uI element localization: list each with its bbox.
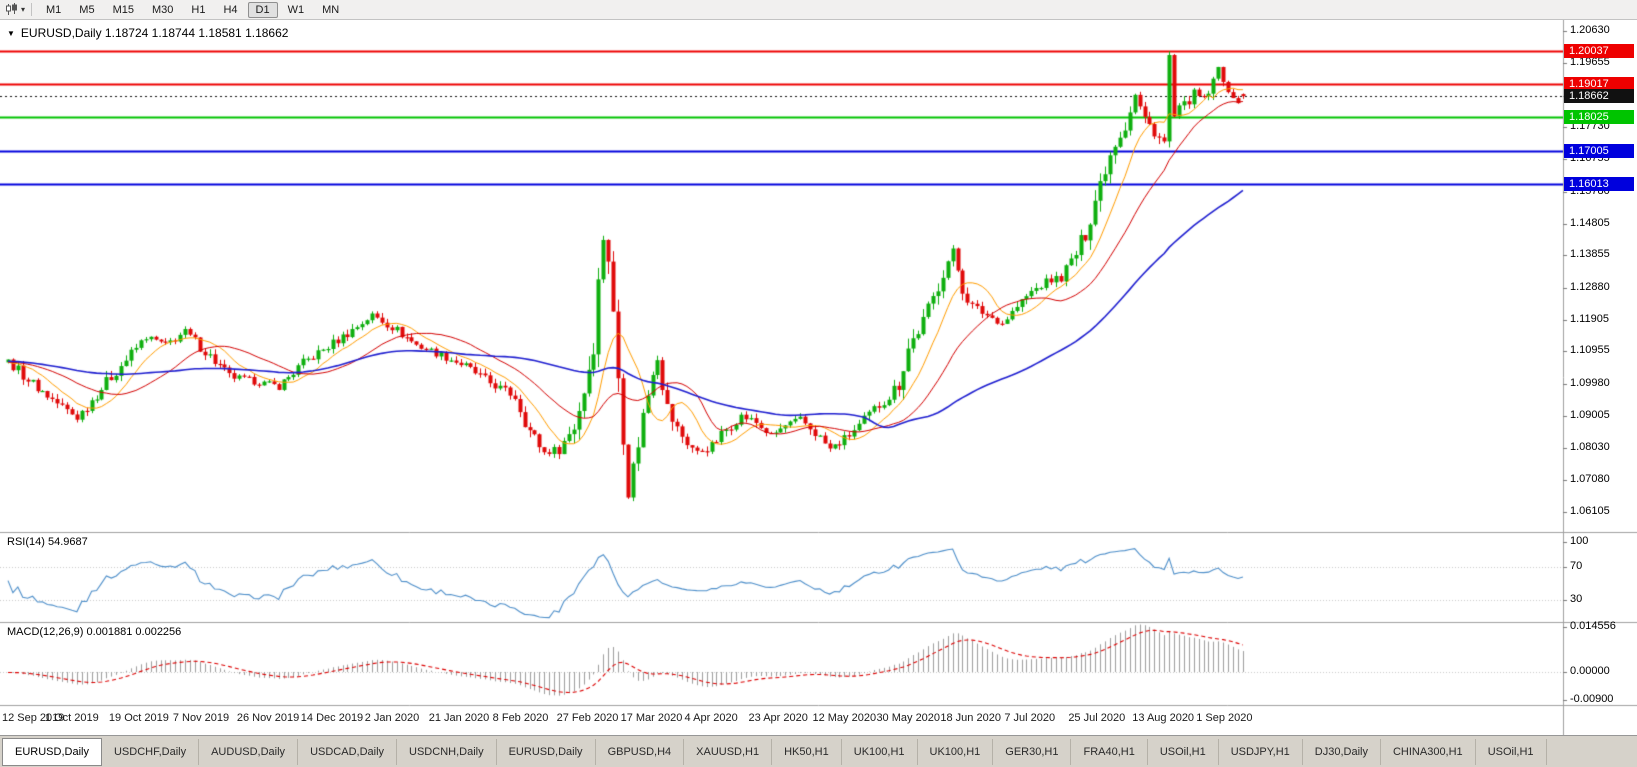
date-axis-label: 30 May 2020 — [876, 712, 941, 724]
chart-title: ▼ EURUSD,Daily 1.18724 1.18744 1.18581 1… — [7, 26, 288, 40]
date-axis-label: 25 Jul 2020 — [1068, 712, 1126, 724]
hline-price-label: 1.20037 — [1564, 43, 1634, 58]
hline-price-label: 1.16013 — [1564, 176, 1634, 191]
timeframe-toolbar: ▾ M1 M5 M15 M30 H1 H4 D1 W1 MN — [0, 0, 1637, 20]
chart-tab-usdcad-daily[interactable]: USDCAD,Daily — [298, 738, 398, 765]
chart-tab-usdjpy-h1[interactable]: USDJPY,H1 — [1219, 738, 1303, 765]
rsi-indicator-label: RSI(14) 54.9687 — [7, 536, 88, 548]
chart-tab-dj30-daily[interactable]: DJ30,Daily — [1303, 738, 1381, 765]
date-axis-label: 12 Sep 2019 — [2, 712, 65, 724]
timeframe-button-m15[interactable]: M15 — [112, 3, 134, 16]
date-axis-label: 12 May 2020 — [812, 712, 877, 724]
rsi-axis-tick: 100 — [1570, 535, 1589, 547]
price-axis-tick: 1.12880 — [1570, 280, 1610, 293]
date-axis-label: 2 Jan 2020 — [364, 712, 420, 724]
chart-canvas[interactable] — [0, 20, 1637, 735]
date-axis-label: 7 Nov 2019 — [172, 712, 230, 724]
price-axis-tick: 1.07080 — [1570, 472, 1610, 485]
price-axis-tick: 1.08030 — [1570, 441, 1610, 454]
price-axis-tick: 1.19655 — [1570, 56, 1610, 69]
chart-tab-usdchf-daily[interactable]: USDCHF,Daily — [102, 738, 200, 765]
chart-tab-usoil-h1[interactable]: USOil,H1 — [1148, 738, 1219, 765]
rsi-axis-tick: 30 — [1570, 593, 1583, 606]
price-axis-tick: 1.20630 — [1570, 23, 1610, 36]
macd-axis-tick: -0.00900 — [1570, 693, 1614, 706]
date-axis-label: 1 Sep 2020 — [1196, 712, 1253, 724]
chart-tab-bar: EURUSD,Daily USDCHF,Daily AUDUSD,Daily USDC… — [0, 735, 1637, 767]
chart-tab-eurusd-daily[interactable]: EURUSD,Daily — [497, 738, 596, 765]
timeframe-button-group: M1 M5 M15 M30 H1 H4 D1 W1 MN — [38, 1, 347, 18]
rsi-axis-tick: 70 — [1570, 559, 1583, 572]
timeframe-button-m5[interactable]: M5 — [79, 3, 95, 16]
candlestick-chart-icon[interactable] — [5, 3, 19, 16]
chart-tab-china300-h1[interactable]: CHINA300,H1 — [1381, 738, 1476, 765]
current-price-label: 1.18662 — [1564, 89, 1634, 104]
timeframe-button-h4[interactable]: H4 — [223, 3, 238, 16]
timeframe-button-d1[interactable]: D1 — [247, 1, 278, 18]
chart-tab-hk50-h1[interactable]: HK50,H1 — [772, 738, 842, 765]
chart-area: ▼ EURUSD,Daily 1.18724 1.18744 1.18581 1… — [0, 20, 1637, 735]
chart-title-text: EURUSD,Daily 1.18724 1.18744 1.18581 1.1… — [20, 26, 289, 40]
price-axis-tick: 1.09005 — [1570, 408, 1610, 421]
caret-down-icon[interactable]: ▾ — [21, 5, 26, 14]
chart-tab-uk100-h1[interactable]: UK100,H1 — [918, 738, 994, 765]
price-axis-tick: 1.09980 — [1570, 376, 1610, 389]
date-axis-label: 18 Jun 2020 — [940, 712, 1001, 724]
date-axis-label: 14 Dec 2019 — [300, 712, 364, 724]
date-axis-label: 7 Jul 2020 — [1004, 712, 1056, 724]
macd-axis-tick: 0.00000 — [1570, 665, 1610, 677]
date-axis-label: 19 Oct 2019 — [108, 712, 169, 724]
price-axis-tick: 1.13855 — [1570, 248, 1610, 261]
timeframe-button-m30[interactable]: M30 — [151, 3, 174, 16]
hline-price-label: 1.18025 — [1564, 110, 1634, 125]
date-axis-label: 21 Jan 2020 — [428, 712, 490, 724]
price-axis-tick: 1.10955 — [1570, 344, 1610, 357]
date-axis-label: 26 Nov 2019 — [236, 712, 300, 724]
date-axis-label: 27 Feb 2020 — [556, 712, 619, 724]
hline-price-label: 1.17005 — [1564, 144, 1634, 159]
timeframe-button-h1[interactable]: H1 — [191, 3, 206, 16]
price-axis-tick: 1.06105 — [1570, 504, 1610, 517]
macd-indicator-label: MACD(12,26,9) 0.001881 0.002256 — [7, 626, 182, 638]
chart-tab-gbpusd-h4[interactable]: GBPUSD,H4 — [596, 738, 685, 765]
hline-price-label: 1.19017 — [1564, 77, 1634, 92]
price-axis-tick: 1.14805 — [1570, 216, 1610, 229]
timeframe-button-m1[interactable]: M1 — [46, 3, 62, 16]
chart-tab-ger30-h1[interactable]: GER30,H1 — [993, 738, 1072, 765]
date-axis-label: 4 Apr 2020 — [684, 712, 738, 724]
timeframe-button-w1[interactable]: W1 — [287, 3, 305, 16]
chart-tab-audusd-daily[interactable]: AUDUSD,Daily — [199, 738, 299, 765]
chart-tab-eurusd-daily[interactable]: EURUSD,Daily — [2, 737, 102, 766]
timeframe-button-mn[interactable]: MN — [322, 3, 340, 16]
date-axis-label: 17 Mar 2020 — [620, 712, 683, 724]
chart-tab-xauusd-h1[interactable]: XAUUSD,H1 — [684, 738, 773, 765]
toolbar-separator — [31, 3, 33, 16]
quick-trade-caret-icon[interactable]: ▼ — [7, 28, 15, 38]
date-axis-label: 8 Feb 2020 — [492, 712, 549, 724]
date-axis-label: 13 Aug 2020 — [1132, 712, 1195, 724]
chart-tab-usoil-h1[interactable]: USOil,H1 — [1476, 738, 1547, 765]
price-axis-tick: 1.11905 — [1570, 312, 1609, 325]
date-axis-label: 23 Apr 2020 — [748, 712, 808, 724]
date-axis-label: 1 Oct 2019 — [44, 712, 99, 724]
chart-tab-usdcnh-daily[interactable]: USDCNH,Daily — [397, 738, 497, 765]
chart-tab-fra40-h1[interactable]: FRA40,H1 — [1071, 738, 1148, 765]
chart-tab-uk100-h1[interactable]: UK100,H1 — [842, 738, 918, 765]
macd-axis-tick: 0.014556 — [1570, 619, 1616, 632]
